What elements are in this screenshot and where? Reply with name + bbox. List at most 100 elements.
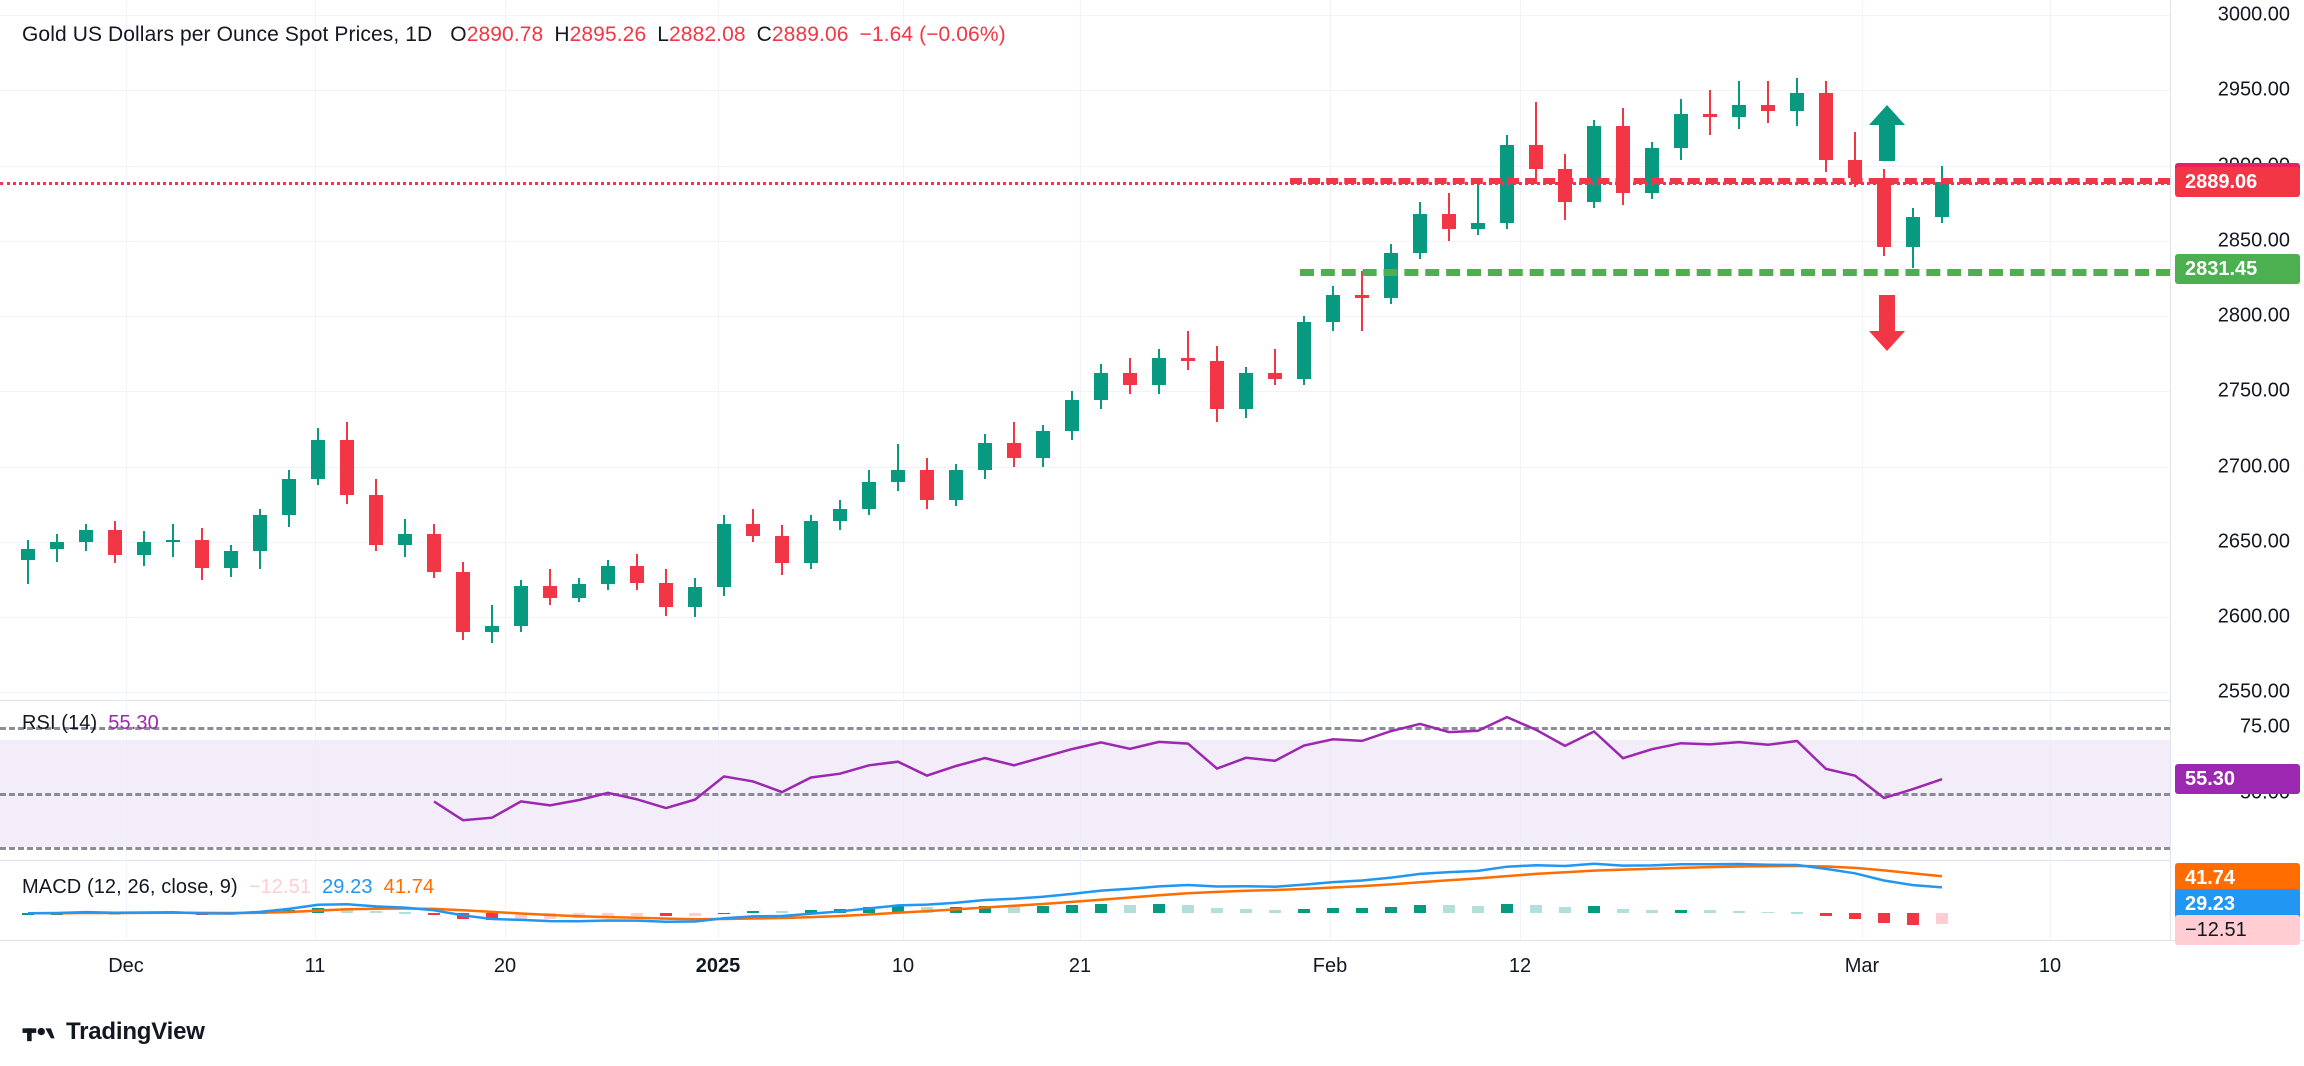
- candle-body: [717, 523, 731, 588]
- candle-body: [978, 442, 992, 470]
- macd-legend[interactable]: MACD (12, 26, close, 9) −12.51 29.23 41.74: [22, 876, 434, 899]
- candle-body: [1007, 442, 1021, 458]
- gridline-vertical: [1080, 860, 1081, 940]
- candle-body: [282, 478, 296, 515]
- macd-scale[interactable]: 41.74 29.23 −12.51: [2170, 860, 2304, 945]
- macd-histogram-bar: [602, 913, 614, 917]
- macd-histogram-bar: [1269, 910, 1281, 914]
- candle-body: [1906, 216, 1920, 247]
- candle-body: [21, 549, 35, 560]
- macd-histogram-bar: [718, 912, 730, 915]
- rsi-indicator-name[interactable]: RSI (14): [22, 712, 98, 734]
- macd-indicator-name[interactable]: MACD (12, 26, close, 9): [22, 876, 238, 898]
- macd-histogram-bar: [631, 913, 643, 917]
- time-axis-label: 20: [493, 955, 517, 977]
- candle-body: [137, 541, 151, 556]
- rsi-value: 55.30: [108, 712, 159, 734]
- macd-pane[interactable]: 41.74 29.23 −12.51: [0, 860, 2304, 945]
- gridline-vertical: [1520, 860, 1521, 940]
- macd-histogram-bar: [428, 913, 440, 915]
- tradingview-brand-text: TradingView: [66, 1018, 205, 1045]
- macd-lines: [27, 862, 1943, 923]
- price-scale[interactable]: 3000.002950.002900.002850.002800.002750.…: [2170, 0, 2304, 703]
- macd-histogram-bar: [1791, 912, 1803, 914]
- time-axis-label: 21: [1068, 955, 1092, 977]
- time-axis-label: Mar: [1844, 955, 1880, 977]
- candle-body: [659, 582, 673, 607]
- candle-wick: [1709, 90, 1711, 136]
- price-legend[interactable]: Gold US Dollars per Ounce Spot Prices, 1…: [22, 23, 1006, 47]
- price-badge[interactable]: 2889.06: [2175, 167, 2300, 198]
- macd-badge[interactable]: 29.23: [2175, 889, 2300, 919]
- resistance-level-line: [1290, 177, 2170, 184]
- candle-body: [1529, 144, 1543, 169]
- macd-histogram-bar: [1559, 907, 1571, 914]
- candle-wick: [1535, 102, 1537, 181]
- candle-body: [1210, 361, 1224, 410]
- price-pane[interactable]: 3000.002950.002900.002850.002800.002750.…: [0, 0, 2304, 703]
- high-label: H: [554, 23, 570, 46]
- rsi-plot-area[interactable]: [0, 700, 2170, 860]
- gridline-horizontal: [0, 541, 2170, 543]
- candle-body: [804, 520, 818, 563]
- rsi-level-line: [0, 793, 2170, 797]
- price-badge[interactable]: 2831.45: [2175, 253, 2300, 284]
- close-value: 2889.06: [771, 23, 849, 46]
- timeframe-label[interactable]: 1D: [405, 23, 433, 46]
- macd-histogram-bar: [805, 909, 817, 914]
- price-plot-area[interactable]: [0, 0, 2170, 700]
- macd-plot-area[interactable]: [0, 860, 2170, 940]
- macd-histogram-bar: [1008, 906, 1020, 914]
- macd-histogram-bar: [1704, 910, 1716, 914]
- macd-histogram-bar: [660, 913, 672, 917]
- rsi-line: [433, 715, 1943, 822]
- candle-body: [688, 587, 702, 607]
- gridline-vertical: [126, 0, 127, 700]
- time-axis-label: 12: [1508, 955, 1532, 977]
- tradingview-logo[interactable]: TradingView: [22, 1018, 205, 1046]
- candle-body: [1152, 358, 1166, 386]
- macd-histogram-bar: [1849, 913, 1861, 919]
- price-axis-tick: 2550.00: [2217, 680, 2290, 703]
- price-axis-tick: 2800.00: [2217, 304, 2290, 327]
- price-axis-tick: 3000.00: [2217, 3, 2290, 26]
- gridline-vertical: [1862, 0, 1863, 700]
- macd-histogram-bar: [1385, 906, 1397, 914]
- gridline-horizontal: [0, 692, 2170, 694]
- macd-histogram-bar: [1124, 904, 1136, 914]
- candle-body: [1036, 430, 1050, 458]
- support-level-line: [1300, 268, 2170, 276]
- gridline-vertical: [1862, 860, 1863, 940]
- rsi-axis-tick: 75.00: [2239, 715, 2290, 738]
- high-value: 2895.26: [569, 23, 647, 46]
- macd-histogram-bar: [1298, 909, 1310, 914]
- pane-divider: [0, 700, 2304, 701]
- macd-histogram-bar: [1327, 907, 1339, 914]
- time-axis-label: 10: [891, 955, 915, 977]
- macd-histogram-bar: [1733, 910, 1745, 914]
- macd-badge[interactable]: 41.74: [2175, 863, 2300, 893]
- candle-body: [1065, 400, 1079, 431]
- macd-histogram-bar: [1646, 910, 1658, 914]
- macd-histogram-bar: [515, 913, 527, 920]
- candle-body: [1848, 159, 1862, 178]
- symbol-name[interactable]: Gold US Dollars per Ounce Spot Prices: [22, 23, 394, 46]
- macd-histogram-bar: [747, 911, 759, 914]
- macd-histogram-bar: [1211, 907, 1223, 914]
- time-axis[interactable]: Dec 11 20 2025 10 21 Feb 12 Mar 10: [0, 940, 2304, 996]
- candle-body: [1181, 358, 1195, 362]
- macd-histogram-bar: [341, 908, 353, 914]
- candle-wick: [1477, 183, 1479, 235]
- candle-body: [1819, 93, 1833, 160]
- macd-badge[interactable]: −12.51: [2175, 915, 2300, 945]
- macd-histogram-bar: [1037, 906, 1049, 914]
- candle-body: [369, 495, 383, 545]
- rsi-badge[interactable]: 55.30: [2175, 764, 2300, 795]
- candle-body: [1790, 93, 1804, 112]
- macd-histogram-bar: [1530, 904, 1542, 914]
- gridline-vertical: [315, 860, 316, 940]
- rsi-legend[interactable]: RSI (14) 55.30: [22, 712, 159, 735]
